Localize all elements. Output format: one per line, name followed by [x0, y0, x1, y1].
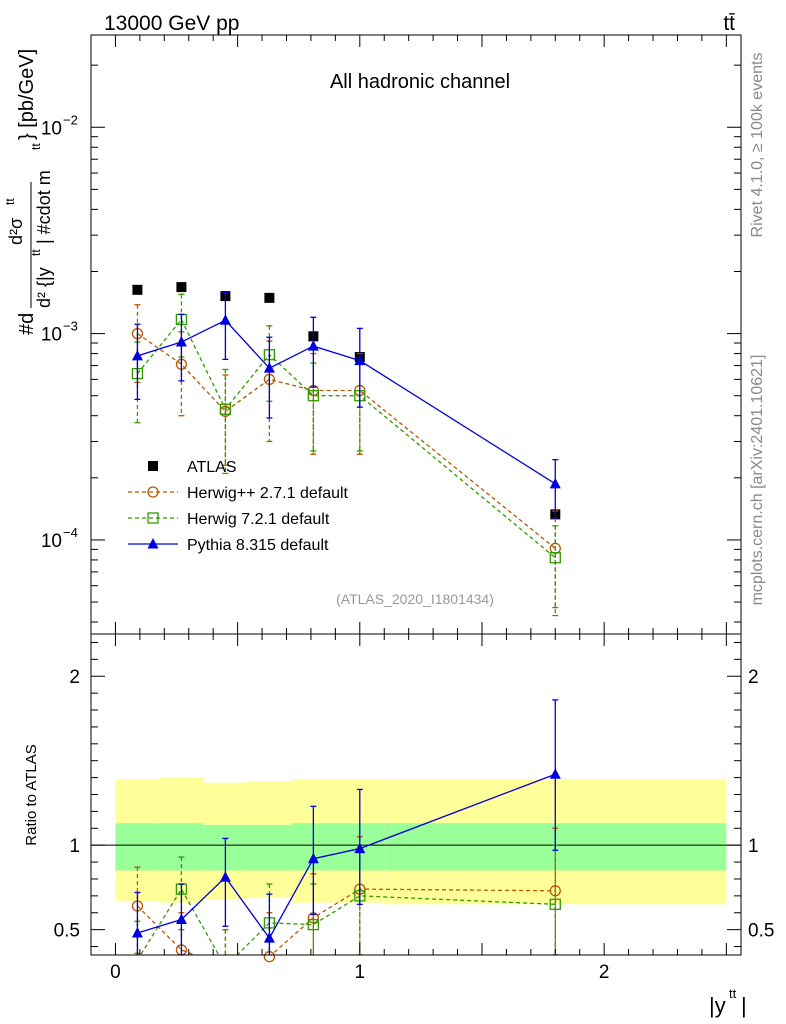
series-pythia-8-315-default	[131, 699, 561, 955]
ratio-y-axis-label: Ratio to ATLAS	[23, 744, 40, 845]
point-pythia-8-315-default-0	[131, 349, 143, 361]
point-pythia-8-315-default-5	[354, 842, 366, 854]
point-atlas-1	[176, 282, 187, 293]
legend-entry-herwig-2-7-1-default: Herwig++ 2.7.1 default	[128, 485, 349, 502]
point-herwig-7-2-1-default-6	[549, 552, 561, 564]
ratio-panel: 0.5 0.5 1 1 2 2 0 1 2	[54, 633, 774, 983]
point-pythia-8-315-default-6	[549, 768, 561, 779]
point-pythia-8-315-default-1	[175, 913, 187, 925]
ylabel-denominator-sup2: tt	[29, 143, 43, 150]
point-pythia-8-315-default-3	[263, 932, 275, 943]
legend-marker-atlas	[148, 461, 158, 471]
rivet-version-label: Rivet 4.1.0, ≥ 100k events	[749, 53, 766, 238]
ratio-y-tick-label-left-1: 1	[69, 836, 80, 857]
ratio-y-tick-label-right-2: 2	[748, 667, 759, 688]
series-pythia-8-315-default	[131, 291, 561, 519]
inner-band-bin-3	[247, 824, 292, 871]
mcplots-label: mcplots.cern.ch [arXiv:2401.10621]	[749, 355, 766, 606]
point-herwig-7-2-1-default-2	[219, 403, 232, 415]
analysis-watermark: (ATLAS_2020_I1801434)	[336, 591, 494, 607]
top-x-ticks	[114, 35, 727, 634]
point-atlas-0	[132, 284, 143, 295]
y-tick-label-exp-0: −4	[63, 525, 78, 540]
x-tick-label-0: 0	[110, 962, 121, 983]
y-tick-label-exp-1: −3	[63, 319, 78, 334]
legend-entry-herwig-7-2-1-default: Herwig 7.2.1 default	[128, 511, 330, 528]
ratio-y-tick-label-right-1: 1	[748, 836, 759, 857]
energy-label: 13000 GeV pp	[104, 12, 239, 35]
ylabel-numerator-sup: tt	[3, 198, 17, 205]
ratio-uncertainty-bands	[115, 777, 727, 905]
point-pythia-8-315-default-3	[263, 362, 275, 373]
x-axis-label: |y tt |	[709, 986, 747, 1018]
y-tick-label-base-0: 10	[41, 531, 62, 552]
point-herwig-7-2-1-default-4	[307, 918, 320, 931]
ylabel-numerator: d²σ	[6, 218, 26, 245]
legend: ATLAS Herwig++ 2.7.1 default Herwig 7.2.1 …	[128, 459, 349, 554]
x-tick-label-2: 2	[599, 962, 610, 983]
ratio-x-ticks: 0 1 2	[110, 634, 727, 983]
legend-label-herwig-7-2-1-default: Herwig 7.2.1 default	[187, 511, 330, 528]
ylabel-denominator: d² {|y	[34, 267, 54, 308]
legend-marker-pythia-8-315-default	[147, 538, 159, 549]
y-tick-label-exp-2: −2	[63, 112, 78, 127]
point-pythia-8-315-default-0	[131, 927, 143, 938]
top-y-axis-label: #d d²σ tt d² {|y tt | #cdot m tt } [pb/G…	[3, 49, 54, 335]
series-atlas	[132, 282, 561, 520]
inner-band-bin-0	[115, 823, 160, 871]
legend-entry-pythia-8-315-default: Pythia 8.315 default	[128, 537, 329, 554]
point-herwig-7-2-1-default-4	[307, 390, 320, 402]
xlabel-base: |y	[709, 993, 726, 1018]
process-label: tt̄	[723, 12, 735, 35]
legend-label-herwig-2-7-1-default: Herwig++ 2.7.1 default	[187, 485, 349, 502]
legend-entry-atlas: ATLAS	[148, 459, 237, 476]
xlabel-sup: tt	[729, 986, 737, 1001]
point-pythia-8-315-default-5	[354, 354, 366, 366]
point-pythia-8-315-default-4	[307, 852, 319, 864]
ylabel-denominator-mid: | #cdot m	[34, 170, 54, 244]
ratio-y-tick-label-left-0: 0.5	[54, 921, 80, 942]
y-tick-label-base-2: 10	[41, 118, 62, 139]
legend-label-pythia-8-315-default: Pythia 8.315 default	[187, 537, 329, 554]
legend-marker-herwig-7-2-1-default	[147, 512, 159, 524]
legend-marker-herwig-2-7-1-default	[147, 486, 159, 498]
ylabel-prefix: #d	[16, 313, 38, 335]
point-herwig-7-2-1-default-6	[549, 898, 561, 910]
ylabel-denominator-sup: tt	[29, 249, 43, 256]
series-herwig-7-2-1-default	[131, 293, 561, 609]
point-pythia-8-315-default-2	[219, 314, 231, 325]
ratio-y-tick-label-right-0: 0.5	[748, 921, 774, 942]
x-tick-label-1: 1	[355, 962, 366, 983]
point-pythia-8-315-default-2	[219, 871, 231, 882]
point-pythia-8-315-default-6	[549, 477, 561, 489]
ratio-y-ticks: 0.5 0.5 1 1 2 2	[54, 641, 774, 948]
point-atlas-3	[264, 292, 275, 303]
ylabel-suffix: } [pb/GeV]	[16, 49, 38, 140]
plot-title: All hadronic channel	[330, 71, 510, 93]
point-pythia-8-315-default-1	[175, 336, 187, 347]
top-y-ticks: 10−410−310−2	[41, 64, 741, 623]
y-tick-label-base-1: 10	[41, 325, 62, 346]
point-pythia-8-315-default-4	[307, 340, 319, 351]
legend-label-atlas: ATLAS	[187, 459, 237, 476]
inner-band-bin-1	[159, 823, 204, 871]
xlabel-end: |	[741, 993, 747, 1018]
ratio-y-tick-label-left-2: 2	[69, 667, 80, 688]
